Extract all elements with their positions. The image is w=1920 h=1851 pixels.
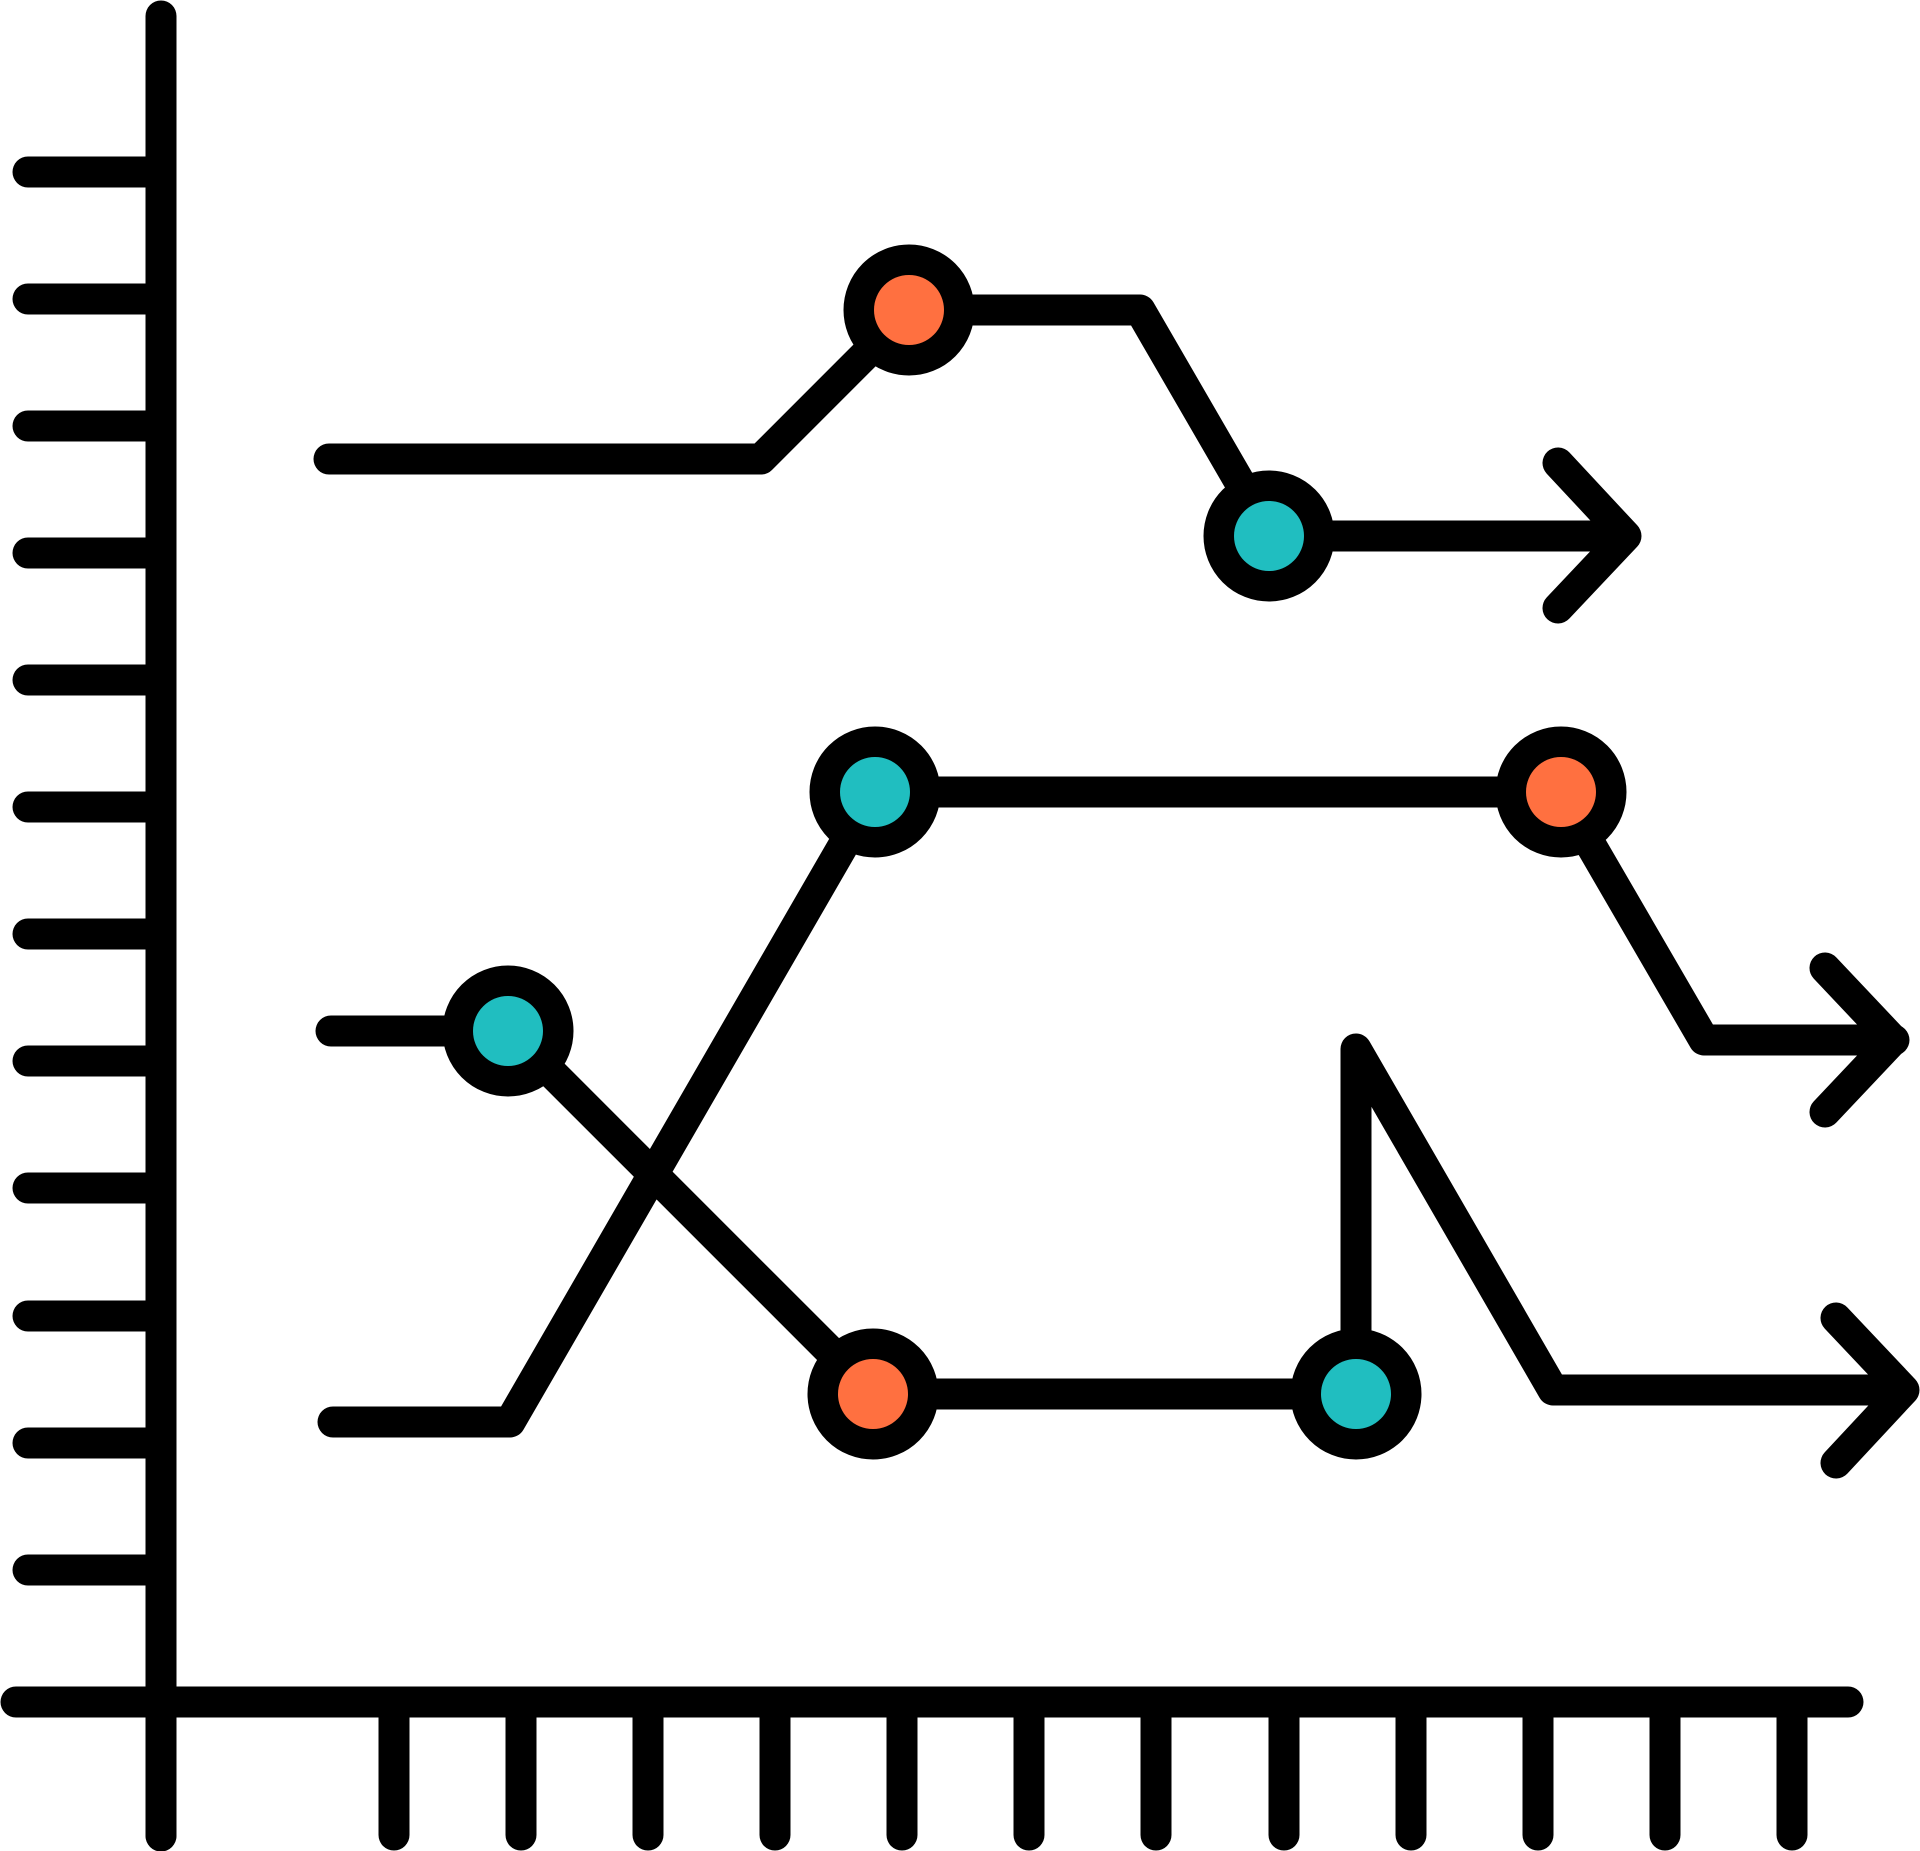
node-orange: [807, 1328, 939, 1460]
chart-axes: [0, 0, 1864, 1851]
node-orange: [843, 244, 975, 376]
arrowhead-icon: [1820, 1302, 1920, 1479]
top-line: [313, 294, 1640, 552]
node-teal: [1290, 1328, 1422, 1460]
node-orange: [1495, 726, 1627, 858]
crossing-line-c: [906, 1033, 1919, 1410]
middle-line: [909, 776, 1910, 1056]
series-nodes: [442, 244, 1627, 1460]
crossing-line-b: [315, 1015, 854, 1375]
node-teal: [442, 965, 574, 1097]
arrowhead-icon: [1809, 952, 1909, 1128]
node-teal: [809, 726, 941, 858]
arrowhead-icon: [1542, 447, 1642, 624]
series-lines: [313, 294, 1920, 1479]
node-teal: [1203, 470, 1335, 602]
crossing-line-a: [317, 823, 863, 1438]
